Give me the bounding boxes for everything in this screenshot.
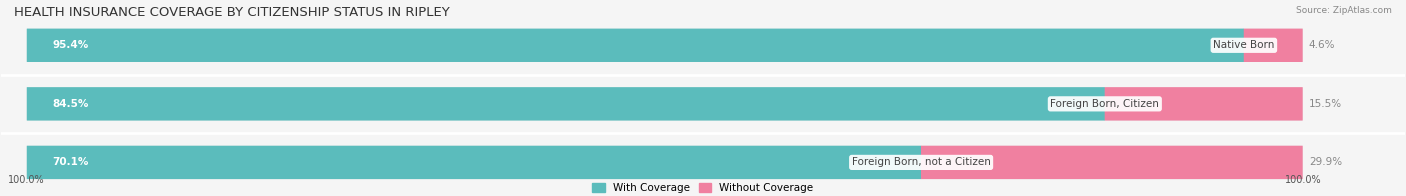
- FancyBboxPatch shape: [27, 29, 1303, 62]
- Text: 100.0%: 100.0%: [1285, 175, 1322, 185]
- Text: 84.5%: 84.5%: [52, 99, 89, 109]
- Text: HEALTH INSURANCE COVERAGE BY CITIZENSHIP STATUS IN RIPLEY: HEALTH INSURANCE COVERAGE BY CITIZENSHIP…: [14, 6, 450, 19]
- Legend: With Coverage, Without Coverage: With Coverage, Without Coverage: [592, 183, 814, 193]
- FancyBboxPatch shape: [27, 146, 921, 179]
- Text: 4.6%: 4.6%: [1309, 40, 1336, 50]
- Text: 29.9%: 29.9%: [1309, 157, 1343, 167]
- Text: Source: ZipAtlas.com: Source: ZipAtlas.com: [1296, 6, 1392, 15]
- FancyBboxPatch shape: [27, 87, 1303, 121]
- Text: 95.4%: 95.4%: [52, 40, 89, 50]
- FancyBboxPatch shape: [27, 146, 1303, 179]
- FancyBboxPatch shape: [921, 146, 1303, 179]
- FancyBboxPatch shape: [1244, 29, 1303, 62]
- Text: Foreign Born, not a Citizen: Foreign Born, not a Citizen: [852, 157, 991, 167]
- FancyBboxPatch shape: [1105, 87, 1303, 121]
- Text: 70.1%: 70.1%: [52, 157, 89, 167]
- Text: Foreign Born, Citizen: Foreign Born, Citizen: [1050, 99, 1160, 109]
- Text: 15.5%: 15.5%: [1309, 99, 1343, 109]
- Text: 100.0%: 100.0%: [8, 175, 45, 185]
- FancyBboxPatch shape: [27, 29, 1244, 62]
- Text: Native Born: Native Born: [1213, 40, 1275, 50]
- FancyBboxPatch shape: [27, 87, 1105, 121]
